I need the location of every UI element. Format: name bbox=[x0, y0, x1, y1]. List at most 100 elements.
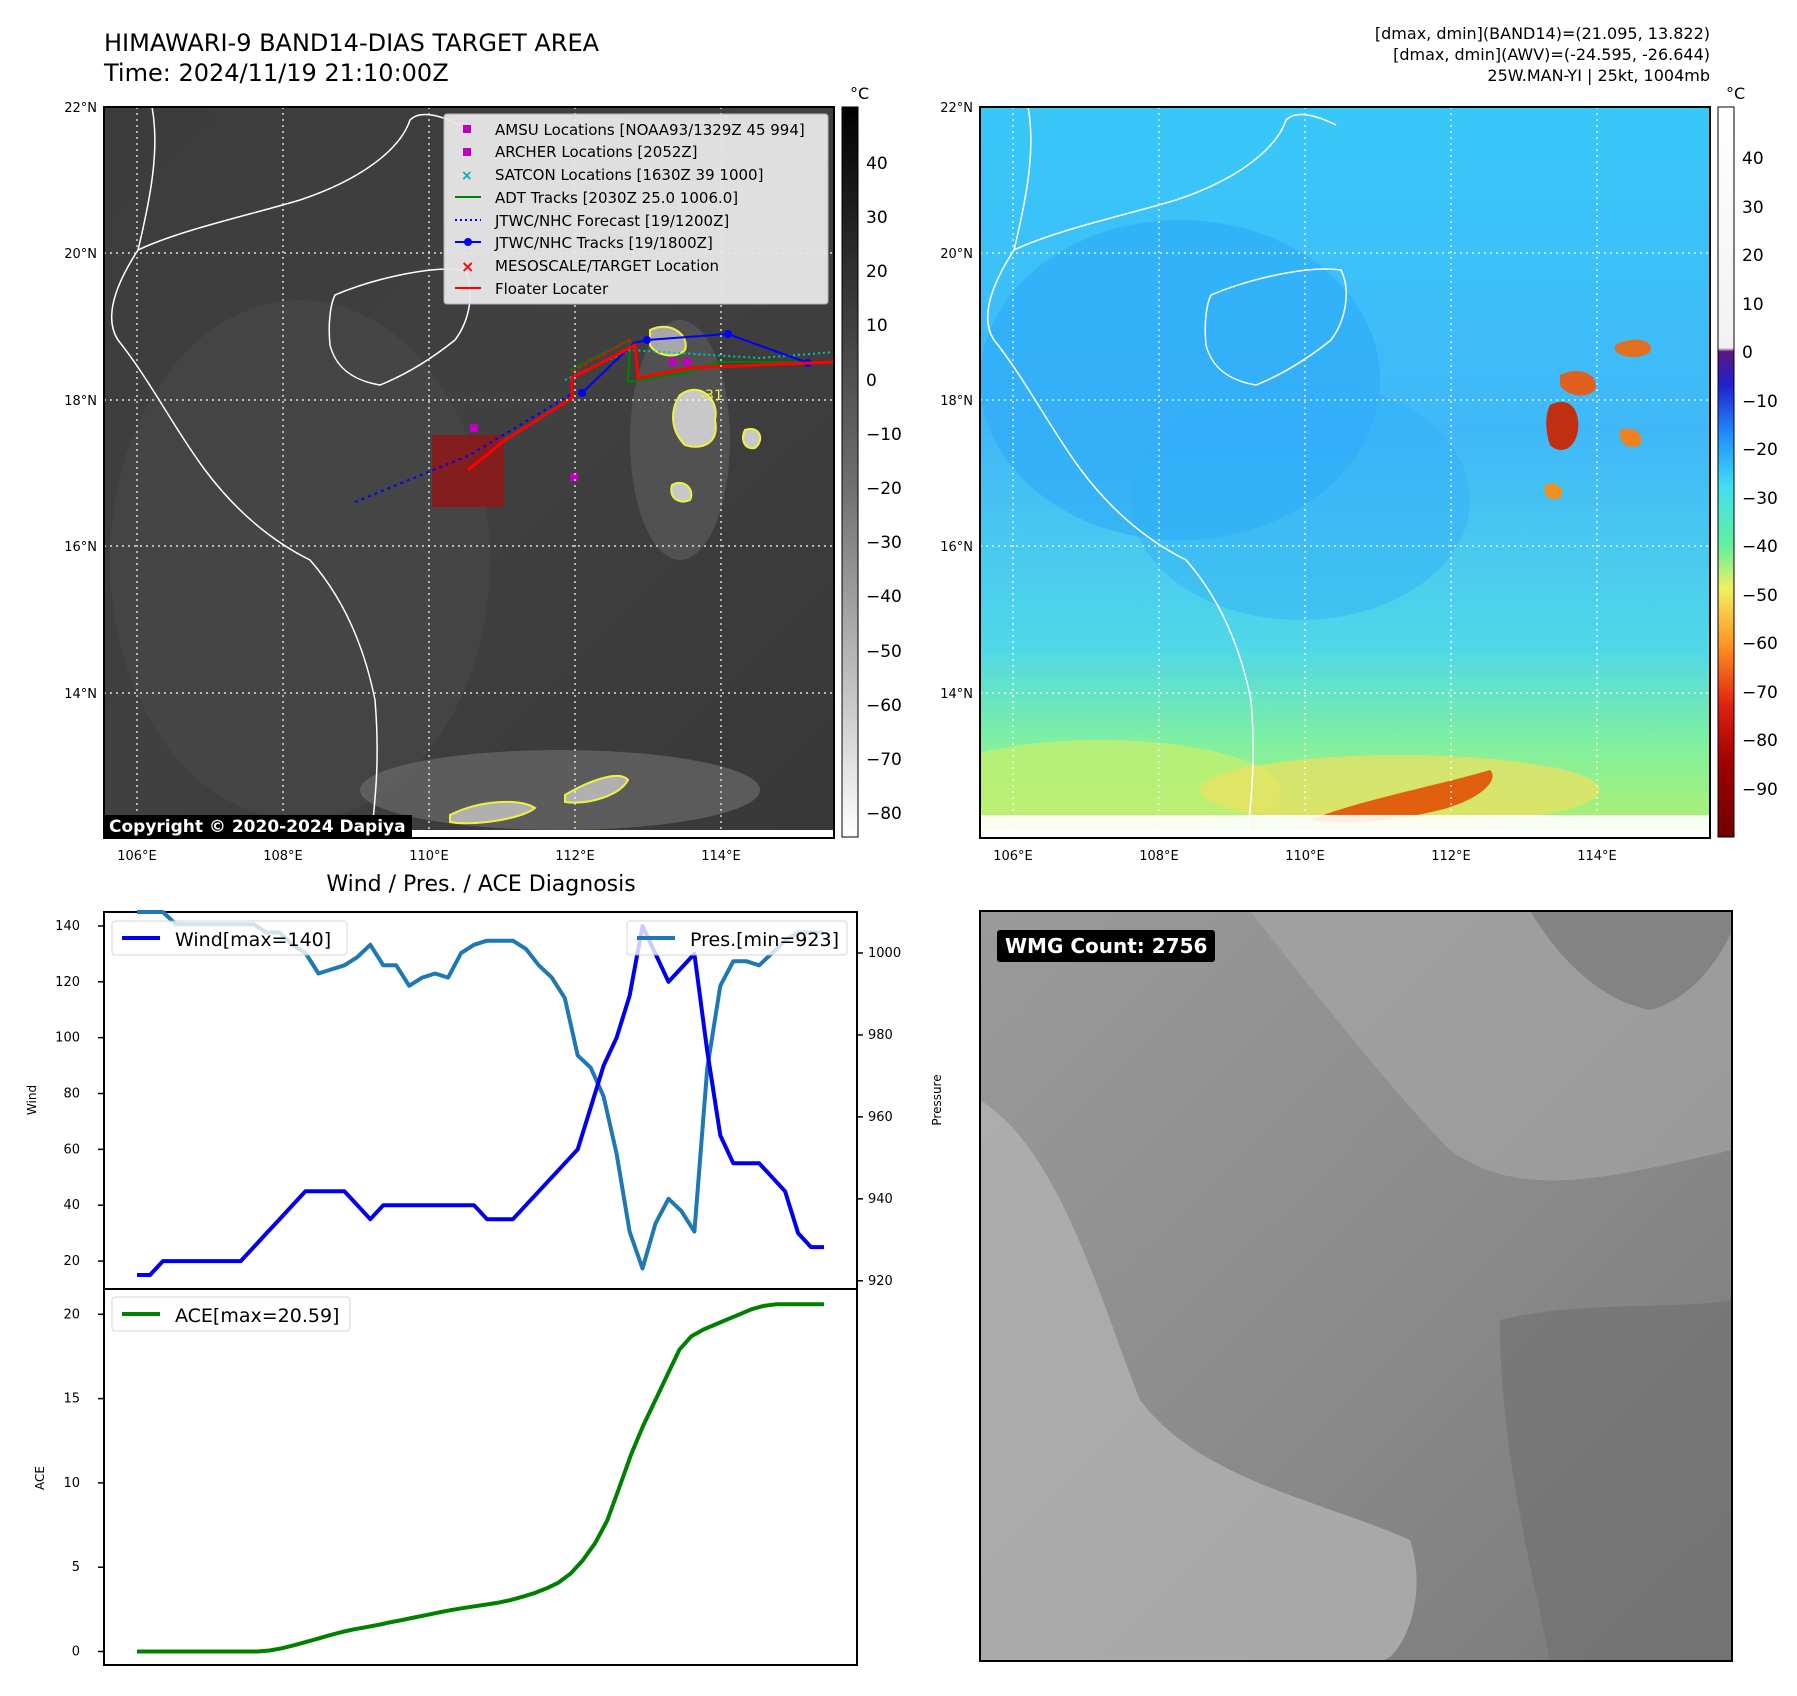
ir-cb-tick: −40 bbox=[866, 587, 902, 607]
awv-colorbar-ticks: 40 30 20 10 0 −10 −20 −30 −40 −50 −60 −7… bbox=[1742, 149, 1778, 800]
wmg-panel bbox=[979, 910, 1733, 1662]
ir-cb-tick: −10 bbox=[866, 425, 902, 445]
main-time: Time: 2024/11/19 21:10:00Z bbox=[103, 59, 449, 87]
awv-gridlines bbox=[980, 107, 1710, 830]
wmg-dark-band bbox=[1500, 1300, 1732, 1661]
ir-cb-tick: −60 bbox=[866, 696, 902, 716]
pressure-tick-label: 940 bbox=[868, 1192, 893, 1207]
legend-target-label: MESOSCALE/TARGET Location bbox=[495, 257, 719, 275]
ir-cb-tick: 30 bbox=[866, 208, 888, 228]
wind-legend-box bbox=[111, 920, 348, 956]
ir-lat-18: 18°N bbox=[64, 394, 97, 409]
ir-cb-tick: −50 bbox=[866, 642, 902, 662]
wind-tick-label: 40 bbox=[63, 1198, 80, 1213]
wind-tick-label: 120 bbox=[55, 975, 80, 990]
ir-cb-tick: 40 bbox=[866, 154, 888, 174]
ir-colorbar-ticks: 40 30 20 10 0 −10 −20 −30 −40 −50 −60 −7… bbox=[866, 154, 902, 824]
ace-tick-label: 20 bbox=[63, 1307, 80, 1322]
legend-forecast-label: JTWC/NHC Forecast [19/1200Z] bbox=[494, 212, 729, 230]
copyright-badge: Copyright © 2020-2024 Dapiya bbox=[103, 815, 412, 839]
awv-colorbar: °C 40 30 20 10 0 −10 −20 −30 −40 −50 −60… bbox=[1717, 84, 1778, 838]
amsu-location-marker bbox=[683, 358, 691, 366]
awv-map-panel bbox=[979, 106, 1711, 839]
ir-colorbar-unit: °C bbox=[850, 84, 869, 103]
awv-deep-convection bbox=[1615, 339, 1651, 358]
awv-deep-convection bbox=[1560, 370, 1596, 396]
ir-cloud-cluster bbox=[670, 481, 693, 503]
awv-cb-tick: −20 bbox=[1742, 440, 1778, 460]
awv-deep-convection bbox=[1544, 483, 1563, 500]
amsu-location-marker bbox=[669, 358, 677, 366]
pressure-tick-label: 1000 bbox=[868, 946, 901, 961]
ir-land-haze bbox=[110, 300, 490, 820]
awv-colorbar-bar bbox=[1717, 106, 1735, 838]
info-storm: 25W.MAN-YI | 25kt, 1004mb bbox=[1487, 66, 1710, 85]
awv-cb-tick: 20 bbox=[1742, 246, 1764, 266]
ir-lon-110: 110°E bbox=[409, 849, 449, 864]
ir-lat-14: 14°N bbox=[64, 687, 97, 702]
archer-location-marker bbox=[570, 473, 578, 481]
awv-lat-labels: 22°N 20°N 18°N 16°N 14°N bbox=[940, 101, 973, 702]
awv-lat-22: 22°N bbox=[940, 101, 973, 116]
ace-tick-label: 5 bbox=[72, 1560, 80, 1575]
ir-cb-tick: 20 bbox=[866, 262, 888, 282]
ir-lat-16: 16°N bbox=[64, 540, 97, 555]
awv-lon-labels: 106°E 108°E 110°E 112°E 114°E bbox=[993, 849, 1617, 864]
ir-lat-20: 20°N bbox=[64, 247, 97, 262]
awv-lat-16: 16°N bbox=[940, 540, 973, 555]
wind-chart-frame bbox=[103, 911, 858, 1290]
awv-coastline-north bbox=[1013, 113, 1337, 251]
awv-colorbar-unit: °C bbox=[1726, 84, 1745, 103]
ace-series-line bbox=[137, 1302, 824, 1654]
awv-deep-convection bbox=[1619, 428, 1642, 447]
target-area-box bbox=[432, 435, 504, 507]
awv-lon-106: 106°E bbox=[993, 849, 1033, 864]
ir-cloud-cluster bbox=[742, 428, 762, 450]
ir-colorbar: °C 40 30 20 10 0 −10 −20 −30 −40 −50 −60… bbox=[841, 84, 902, 838]
awv-cb-tick: 40 bbox=[1742, 149, 1764, 169]
legend-tracks-point bbox=[464, 238, 472, 246]
ir-contour-label: -31 bbox=[700, 388, 723, 404]
awv-cb-tick: −90 bbox=[1742, 780, 1778, 800]
wind-tick-label: 80 bbox=[63, 1087, 80, 1102]
ir-lat-22: 22°N bbox=[64, 101, 97, 116]
main-title: HIMAWARI-9 BAND14-DIAS TARGET AREA bbox=[104, 29, 600, 57]
ir-lon-106: 106°E bbox=[117, 849, 157, 864]
ir-cloud-south bbox=[360, 750, 760, 830]
pressure-legend: Pres.[min=923] bbox=[626, 920, 848, 956]
legend-adt-label: ADT Tracks [2030Z 25.0 1006.0] bbox=[495, 189, 738, 207]
awv-cb-tick: −70 bbox=[1742, 683, 1778, 703]
ace-legend-box bbox=[111, 1296, 351, 1332]
wmg-frame bbox=[979, 910, 1733, 1662]
jtwc-track-point bbox=[724, 330, 732, 338]
ir-cb-tick: −20 bbox=[866, 479, 902, 499]
awv-cb-tick: −50 bbox=[1742, 586, 1778, 606]
legend-amsu-label: AMSU Locations [NOAA93/1329Z 45 994] bbox=[495, 121, 805, 139]
awv-bottom-missing bbox=[980, 815, 1710, 830]
diagnosis-title: Wind / Pres. / ACE Diagnosis bbox=[326, 872, 635, 897]
awv-lat-18: 18°N bbox=[940, 394, 973, 409]
awv-lon-114: 114°E bbox=[1577, 849, 1617, 864]
info-band14: [dmax, dmin](BAND14)=(21.095, 13.822) bbox=[1375, 24, 1710, 43]
ir-coastline-north bbox=[137, 113, 461, 251]
awv-dry-region bbox=[1130, 380, 1470, 620]
pressure-legend-box bbox=[626, 920, 848, 956]
ir-cloud-cluster bbox=[449, 800, 537, 825]
pressure-tick-label: 980 bbox=[868, 1028, 893, 1043]
awv-cb-tick: 0 bbox=[1742, 343, 1753, 363]
pressure-legend-label: Pres.[min=923] bbox=[690, 929, 839, 951]
awv-lon-112: 112°E bbox=[1431, 849, 1471, 864]
ir-cb-tick: −80 bbox=[866, 804, 902, 824]
pressure-axis-ticks: 920 940 960 980 1000 bbox=[857, 946, 901, 1289]
ace-legend-label: ACE[max=20.59] bbox=[175, 1305, 339, 1327]
jtwc-track-point bbox=[643, 336, 651, 344]
wind-tick-label: 140 bbox=[55, 919, 80, 934]
wind-tick-label: 20 bbox=[63, 1254, 80, 1269]
awv-deep-convection bbox=[1546, 401, 1579, 450]
ace-chart: 0 5 10 15 20 ACE ACE[max=20.59] bbox=[33, 1288, 858, 1666]
ir-legend-box bbox=[443, 113, 829, 305]
ir-lon-114: 114°E bbox=[701, 849, 741, 864]
ace-tick-label: 15 bbox=[63, 1392, 80, 1407]
ace-legend: ACE[max=20.59] bbox=[111, 1296, 351, 1332]
